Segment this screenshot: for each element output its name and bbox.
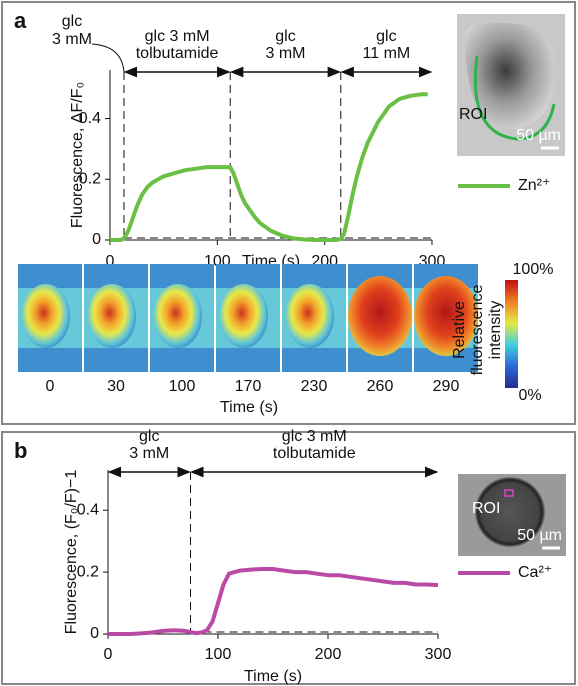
cell-shape bbox=[465, 22, 556, 129]
scale-label: 50 µm bbox=[516, 127, 561, 144]
x-tick-label: 200 bbox=[315, 646, 342, 663]
legend-label: Ca²⁺ bbox=[518, 564, 552, 581]
colorbar-max: 100% bbox=[513, 261, 554, 278]
cell-shape bbox=[474, 476, 546, 548]
phase-label: glc 3 mM bbox=[282, 428, 347, 445]
roi-label: ROI bbox=[472, 500, 500, 517]
phase-label: glc 3 mM bbox=[145, 28, 210, 45]
strip-time-label: 0 bbox=[46, 378, 55, 395]
phase-label: 3 mM bbox=[265, 45, 305, 62]
strip-time-label: 260 bbox=[367, 378, 394, 395]
x-tick-label: 0 bbox=[106, 253, 115, 270]
colorbar bbox=[505, 280, 518, 388]
y-tick-label: 0.2 bbox=[77, 563, 99, 580]
strip-time-label: 30 bbox=[107, 378, 125, 395]
phase-label: 3 mM bbox=[129, 445, 169, 462]
scale-label: 50 µm bbox=[517, 527, 562, 544]
colorbar-title: fluorescence bbox=[469, 285, 486, 376]
data-line bbox=[108, 567, 439, 636]
colorbar-title: intensity bbox=[487, 301, 504, 360]
roi-label: ROI bbox=[459, 106, 487, 123]
strip-cell bbox=[348, 276, 412, 356]
panel-label: a bbox=[14, 8, 27, 33]
x-tick-label: 300 bbox=[425, 646, 452, 663]
strip-time-label: 100 bbox=[169, 378, 196, 395]
y-tick-label: 0.4 bbox=[79, 110, 101, 127]
strip-cell bbox=[286, 284, 334, 348]
strip-time-label: 230 bbox=[301, 378, 328, 395]
phase-label: glc bbox=[275, 28, 295, 45]
data-line bbox=[110, 92, 428, 242]
phase-label: glc bbox=[62, 13, 82, 30]
y-tick-label: 0.4 bbox=[77, 501, 99, 518]
y-axis-title: Fluorescence, ΔF/F₀ bbox=[69, 82, 86, 228]
x-tick-label: 100 bbox=[205, 646, 232, 663]
phase-label: tolbutamide bbox=[136, 45, 219, 62]
x-axis-title: Time (s) bbox=[244, 668, 302, 685]
strip-cell bbox=[88, 284, 136, 348]
phase-label: 3 mM bbox=[52, 31, 92, 48]
colorbar-min: 0% bbox=[518, 387, 541, 404]
colorbar-title: Relative bbox=[451, 301, 468, 359]
strip-cell bbox=[154, 284, 202, 348]
phase-label: tolbutamide bbox=[273, 445, 356, 462]
strip-cell bbox=[414, 276, 478, 356]
x-tick-label: 0 bbox=[104, 646, 113, 663]
phase-label: 11 mM bbox=[363, 45, 411, 62]
y-tick-label: 0 bbox=[90, 625, 99, 642]
panel-label: b bbox=[14, 438, 27, 463]
roi-box bbox=[504, 489, 514, 497]
y-axis-title: Fluorescence, (F₀/F)−1 bbox=[63, 470, 80, 635]
strip-time-label: 170 bbox=[235, 378, 262, 395]
strip-cell bbox=[220, 284, 268, 348]
strip-time-label: 290 bbox=[433, 378, 460, 395]
panel-frame bbox=[1, 1, 576, 425]
strip-cell bbox=[22, 284, 70, 348]
panel-frame bbox=[1, 431, 576, 685]
phase-label: glc bbox=[376, 28, 396, 45]
legend-label: Zn²⁺ bbox=[518, 177, 550, 194]
phase-label: glc bbox=[139, 428, 159, 445]
y-tick-label: 0.2 bbox=[79, 171, 101, 188]
y-tick-label: 0 bbox=[92, 231, 101, 248]
roi-arc bbox=[473, 55, 556, 141]
strip-axis-title: Time (s) bbox=[220, 399, 278, 416]
phase-pointer bbox=[91, 43, 125, 73]
